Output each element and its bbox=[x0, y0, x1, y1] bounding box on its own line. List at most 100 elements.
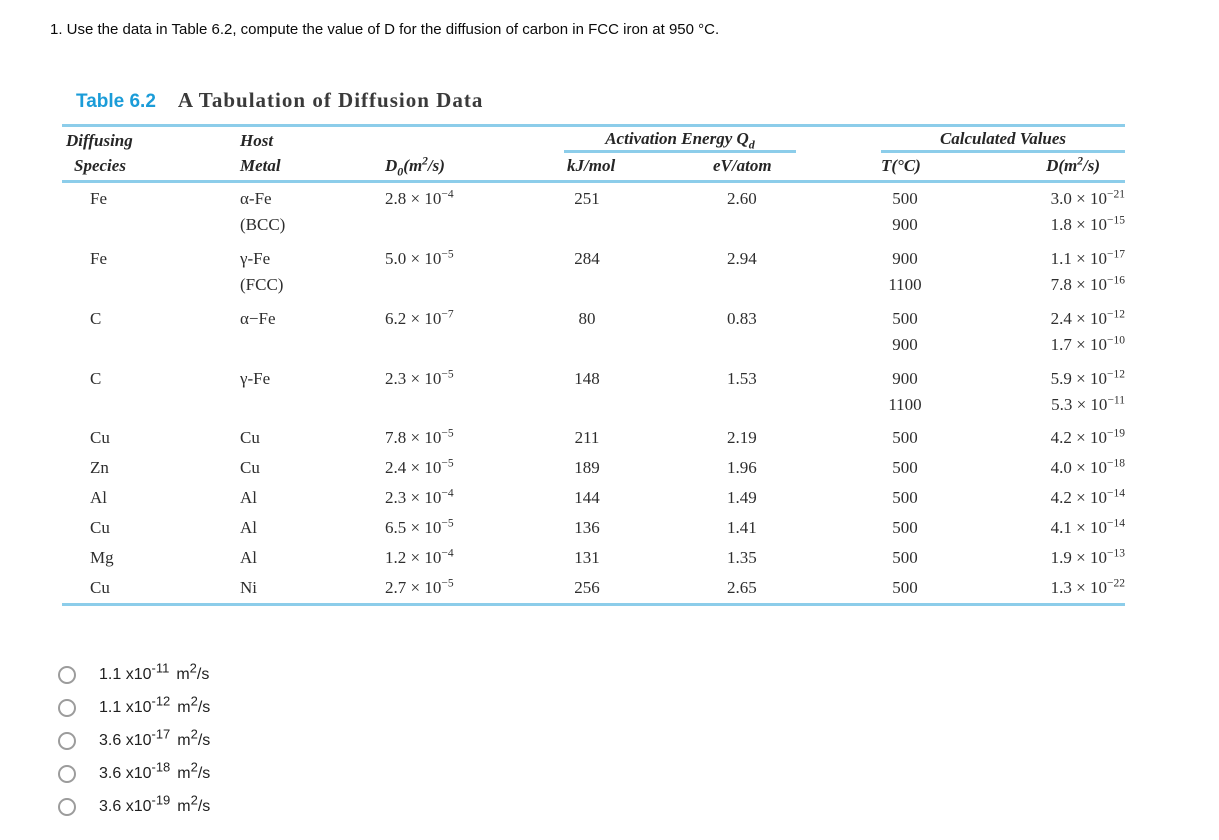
cell-kj: 136 bbox=[574, 518, 600, 537]
radio-button-icon[interactable] bbox=[58, 665, 76, 684]
cell-temperature: 500 bbox=[892, 488, 918, 507]
cell-d0: 2.8 × 10−4 bbox=[385, 188, 454, 208]
question-text: 1. Use the data in Table 6.2, compute th… bbox=[50, 21, 720, 38]
cell-d0: 7.8 × 10−5 bbox=[385, 427, 454, 447]
cell-d0: 2.3 × 10−4 bbox=[385, 487, 454, 507]
cell-host: Al bbox=[240, 518, 257, 537]
option-label[interactable]: 3.6 x10-19 m2/s bbox=[99, 792, 211, 815]
answer-option-3[interactable]: 3.6 x10-17 m2/s bbox=[58, 724, 210, 757]
cell-d0: 2.3 × 10−5 bbox=[385, 368, 454, 388]
table-row: C α−Fe 6.2 × 10−7 80 0.83 500 900 2.4 × … bbox=[62, 303, 1125, 363]
cell-kj: 256 bbox=[574, 578, 600, 597]
cell-host: γ-Fe (FCC) bbox=[240, 249, 284, 294]
cell-ev: 2.94 bbox=[727, 249, 757, 268]
cell-ev: 1.49 bbox=[727, 488, 757, 507]
cell-d-value: 4.2 × 10−19 bbox=[1050, 427, 1125, 447]
cell-species: Al bbox=[90, 488, 107, 507]
table-bottom-rule bbox=[62, 603, 1125, 606]
cell-d-value: 4.1 × 10−14 bbox=[1050, 517, 1125, 537]
cell-temperature: 500 bbox=[892, 458, 918, 477]
cell-temperature: 500 900 bbox=[892, 309, 918, 354]
cell-d-value: 4.2 × 10−14 bbox=[1050, 487, 1125, 507]
table-row: Cu Al 6.5 × 10−5 136 1.41 500 4.1 × 10−1… bbox=[62, 513, 1125, 543]
table-row: Fe α-Fe (BCC) 2.8 × 10−4 251 2.60 500 90… bbox=[62, 183, 1125, 243]
answer-option-1[interactable]: 1.1 x10-11 m2/s bbox=[58, 658, 210, 691]
cell-d-value: 4.0 × 10−18 bbox=[1050, 457, 1125, 477]
cell-d0: 5.0 × 10−5 bbox=[385, 248, 454, 268]
cell-d-value: 2.4 × 10−12 1.7 × 10−10 bbox=[1050, 308, 1125, 354]
option-label[interactable]: 1.1 x10-12 m2/s bbox=[99, 693, 211, 716]
cell-species: C bbox=[90, 369, 102, 388]
answer-option-5[interactable]: 3.6 x10-19 m2/s bbox=[58, 790, 210, 823]
diffusion-data-table: Table 6.2 A Tabulation of Diffusion Data… bbox=[62, 88, 1125, 606]
cell-ev: 2.60 bbox=[727, 189, 757, 208]
radio-button-icon[interactable] bbox=[58, 764, 76, 783]
header-calculated-values: Calculated Values bbox=[881, 128, 1125, 153]
option-label[interactable]: 1.1 x10-11 m2/s bbox=[99, 660, 210, 683]
table-row: Zn Cu 2.4 × 10−5 189 1.96 500 4.0 × 10−1… bbox=[62, 453, 1125, 483]
cell-species: Mg bbox=[90, 548, 114, 567]
cell-temperature: 500 bbox=[892, 428, 918, 447]
option-label[interactable]: 3.6 x10-18 m2/s bbox=[99, 759, 211, 782]
cell-ev: 0.83 bbox=[727, 309, 757, 328]
cell-host: Cu bbox=[240, 428, 260, 447]
cell-host: Cu bbox=[240, 458, 260, 477]
cell-ev: 1.53 bbox=[727, 369, 757, 388]
radio-button-icon[interactable] bbox=[58, 731, 76, 750]
cell-species: Cu bbox=[90, 578, 110, 597]
header-activation-energy: Activation Energy Qd bbox=[564, 128, 796, 153]
cell-d0: 6.5 × 10−5 bbox=[385, 517, 454, 537]
cell-host: α−Fe bbox=[240, 309, 276, 328]
cell-temperature: 500 900 bbox=[892, 189, 918, 234]
cell-ev: 1.35 bbox=[727, 548, 757, 567]
table-row: Fe γ-Fe (FCC) 5.0 × 10−5 284 2.94 900 11… bbox=[62, 243, 1125, 303]
cell-d-value: 1.1 × 10−17 7.8 × 10−16 bbox=[1050, 248, 1125, 294]
cell-d0: 1.2 × 10−4 bbox=[385, 547, 454, 567]
cell-temperature: 500 bbox=[892, 518, 918, 537]
cell-species: Fe bbox=[90, 189, 107, 208]
cell-kj: 131 bbox=[574, 548, 600, 567]
cell-species: C bbox=[90, 309, 102, 328]
table-row: Cu Cu 7.8 × 10−5 211 2.19 500 4.2 × 10−1… bbox=[62, 423, 1125, 453]
cell-kj: 144 bbox=[574, 488, 600, 507]
cell-temperature: 900 1100 bbox=[888, 249, 922, 294]
answer-options: 1.1 x10-11 m2/s 1.1 x10-12 m2/s 3.6 x10-17… bbox=[58, 658, 210, 823]
cell-kj: 211 bbox=[574, 428, 600, 447]
table-row: C γ-Fe 2.3 × 10−5 148 1.53 900 1100 5.9 … bbox=[62, 363, 1125, 423]
cell-d-value: 3.0 × 10−21 1.8 × 10−15 bbox=[1050, 188, 1125, 234]
option-label[interactable]: 3.6 x10-17 m2/s bbox=[99, 726, 211, 749]
cell-kj: 189 bbox=[574, 458, 600, 477]
cell-species: Fe bbox=[90, 249, 107, 268]
table-row: Mg Al 1.2 × 10−4 131 1.35 500 1.9 × 10−1… bbox=[62, 543, 1125, 573]
cell-host: γ-Fe bbox=[240, 369, 271, 388]
table-top-rule bbox=[62, 124, 1125, 127]
answer-option-2[interactable]: 1.1 x10-12 m2/s bbox=[58, 691, 210, 724]
header-d0: D0(m2/s) bbox=[385, 155, 445, 179]
header-diffusing-species: Diffusing Species bbox=[66, 131, 133, 175]
cell-temperature: 500 bbox=[892, 548, 918, 567]
cell-ev: 2.65 bbox=[727, 578, 757, 597]
cell-species: Zn bbox=[90, 458, 109, 477]
answer-option-4[interactable]: 3.6 x10-18 m2/s bbox=[58, 757, 210, 790]
cell-temperature: 900 1100 bbox=[888, 369, 922, 414]
cell-kj: 284 bbox=[574, 249, 600, 268]
header-host-metal: Host Metal bbox=[240, 131, 281, 175]
cell-host: α-Fe (BCC) bbox=[240, 189, 286, 234]
table-header-rule bbox=[62, 180, 1125, 183]
cell-host: Al bbox=[240, 548, 257, 567]
cell-species: Cu bbox=[90, 518, 110, 537]
radio-button-icon[interactable] bbox=[58, 797, 76, 816]
cell-d0: 2.7 × 10−5 bbox=[385, 577, 454, 597]
cell-kj: 80 bbox=[578, 309, 596, 328]
header-temperature: T(°C) bbox=[881, 156, 921, 175]
cell-ev: 1.41 bbox=[727, 518, 757, 537]
header-d-value: D(m2/s) bbox=[1046, 155, 1100, 175]
cell-d-value: 1.9 × 10−13 bbox=[1050, 547, 1125, 567]
table-number-label: Table 6.2 bbox=[76, 91, 156, 112]
cell-kj: 251 bbox=[574, 189, 600, 208]
cell-ev: 1.96 bbox=[727, 458, 757, 477]
header-ev-atom: eV/atom bbox=[713, 156, 772, 175]
radio-button-icon[interactable] bbox=[58, 698, 76, 717]
table-row: Cu Ni 2.7 × 10−5 256 2.65 500 1.3 × 10−2… bbox=[62, 573, 1125, 603]
